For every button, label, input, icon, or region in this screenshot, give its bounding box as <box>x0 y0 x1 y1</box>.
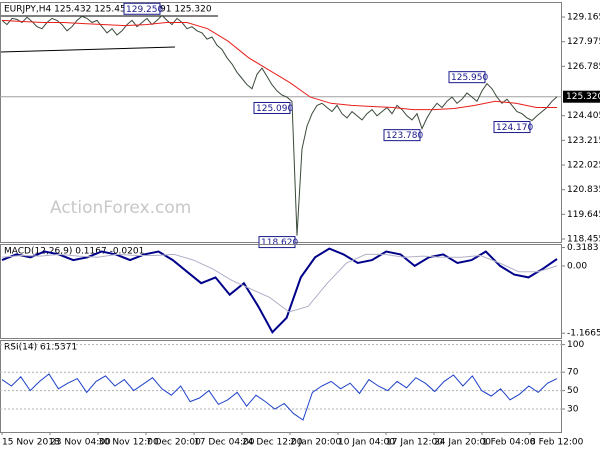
x-tick-label: 24 Jan 20:00 <box>434 438 491 448</box>
y-tick-label: -1.1665 <box>567 329 600 339</box>
y-tick-label: 0.00 <box>567 261 587 271</box>
y-tick-label: 30 <box>567 405 579 415</box>
annotation-box <box>383 129 421 142</box>
x-tick-label: 30 Nov 12:00 <box>98 438 159 448</box>
y-tick-label: 100 <box>567 340 584 350</box>
annotation-label: 118.620 <box>261 238 298 248</box>
y-tick-label: 122.025 <box>567 161 600 171</box>
x-tick-label: 17 Dec 04:00 <box>194 438 255 448</box>
x-tick-label: 15 Nov 2018 <box>2 438 60 448</box>
panel-frame <box>0 244 562 339</box>
series-line <box>1 247 558 334</box>
x-tick-label: 23 Nov 04:00 <box>50 438 111 448</box>
series-line <box>1 14 558 236</box>
trend-line <box>0 46 176 53</box>
annotation-box <box>253 101 291 114</box>
y-tick-label: 120.835 <box>567 185 600 195</box>
annotation-label: 125.090 <box>256 104 293 114</box>
annotation-label: 125.950 <box>451 73 488 83</box>
watermark: ActionForex.com <box>50 198 191 218</box>
panel-title: MACD(12,26,9) 0.1167 -0.0201 <box>4 247 144 257</box>
annotation-box <box>448 71 486 84</box>
panel-frame <box>0 340 562 433</box>
y-tick-label: 124.405 <box>567 111 600 121</box>
y-tick-label: 118.455 <box>567 234 600 244</box>
annotation-label: 124.170 <box>496 123 533 133</box>
x-tick-label: 7 Dec 20:00 <box>146 438 201 448</box>
x-tick-label: 10 Jan 04:00 <box>338 438 395 448</box>
y-tick-label: 0.3183 <box>567 243 599 253</box>
annotation-box <box>258 236 296 249</box>
x-tick-label: 17 Jan 12:00 <box>386 438 443 448</box>
y-tick-label: 129.165 <box>567 13 600 23</box>
panel-title: RSI(14) 61.5371 <box>4 343 77 353</box>
y-tick-label: 126.785 <box>567 62 600 72</box>
y-tick-label: 70 <box>567 368 579 378</box>
annotation-box <box>123 2 161 15</box>
x-tick-label: 8 Feb 12:00 <box>530 438 584 448</box>
series-line <box>1 373 558 421</box>
last-price-box <box>563 90 600 103</box>
y-tick-label: 123.215 <box>567 136 600 146</box>
last-price-label: 125.320 <box>566 92 600 102</box>
x-tick-label: 2 Jan 20:00 <box>290 438 342 448</box>
annotation-label: 123.780 <box>386 131 423 141</box>
y-tick-label: 50 <box>567 386 579 396</box>
panel-title: EURJPY,H4 125.432 125.454 125.291 125.32… <box>4 5 212 15</box>
series-line <box>1 19 557 111</box>
y-tick-label: 119.645 <box>567 210 600 220</box>
y-tick-label: 127.975 <box>567 37 600 47</box>
series-line <box>1 253 558 313</box>
annotation-label: 129.250 <box>126 5 163 15</box>
annotation-box <box>493 121 531 134</box>
x-tick-label: 24 Dec 12:00 <box>242 438 303 448</box>
x-tick-label: 1 Feb 04:00 <box>482 438 536 448</box>
